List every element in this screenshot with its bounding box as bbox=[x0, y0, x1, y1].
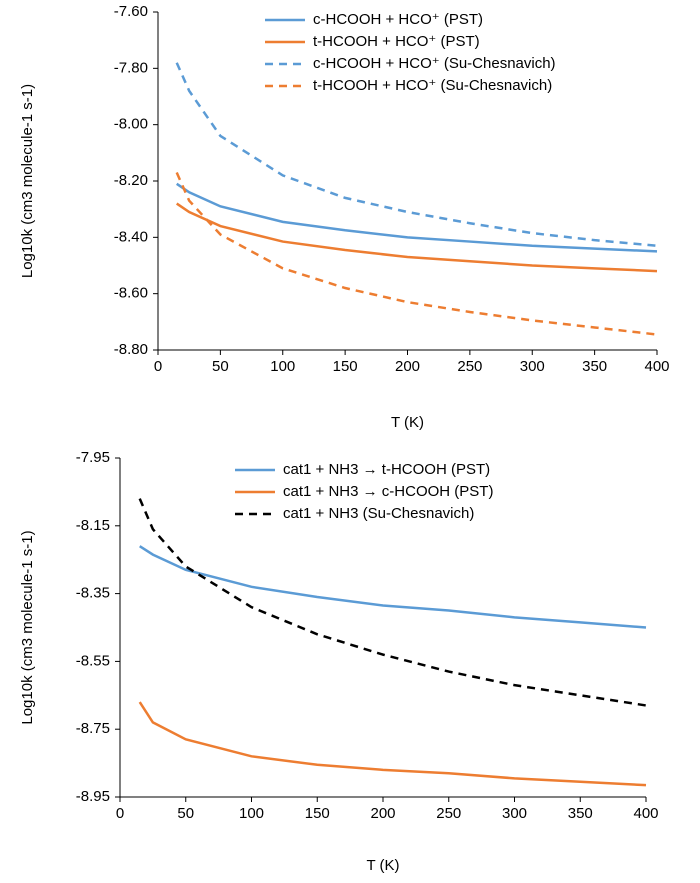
x-tick-label: 400 bbox=[644, 358, 669, 375]
y-tick-label: -8.60 bbox=[114, 285, 148, 302]
x-axis-label: T (K) bbox=[391, 414, 424, 431]
x-tick-label: 50 bbox=[212, 358, 229, 375]
legend-label: cat1 + NH3 (Su-Chesnavich) bbox=[283, 505, 474, 522]
x-tick-label: 50 bbox=[177, 805, 194, 822]
series-line bbox=[175, 172, 658, 336]
x-tick-label: 350 bbox=[582, 358, 607, 375]
x-tick-label: 250 bbox=[457, 358, 482, 375]
y-tick-label: -8.35 bbox=[76, 585, 110, 602]
y-tick-label: -8.20 bbox=[114, 172, 148, 189]
x-tick-label: 150 bbox=[333, 358, 358, 375]
legend-label: cat1 + NH3 → t-HCOOH (PST) bbox=[283, 461, 490, 478]
y-axis-label: Log10k (cm3 molecule-1 s-1) bbox=[19, 84, 36, 278]
y-tick-label: -8.55 bbox=[76, 652, 110, 669]
x-tick-label: 100 bbox=[270, 358, 295, 375]
y-tick-label: -7.95 bbox=[76, 449, 110, 466]
x-axis-label: T (K) bbox=[366, 857, 399, 874]
x-tick-label: 350 bbox=[568, 805, 593, 822]
x-tick-label: 0 bbox=[116, 805, 124, 822]
series-line bbox=[175, 62, 658, 248]
series-line bbox=[138, 701, 647, 787]
y-tick-label: -8.15 bbox=[76, 517, 110, 534]
x-tick-label: 300 bbox=[502, 805, 527, 822]
x-tick-label: 100 bbox=[239, 805, 264, 822]
y-tick-label: -8.95 bbox=[76, 788, 110, 805]
y-tick-label: -8.75 bbox=[76, 720, 110, 737]
x-tick-label: 250 bbox=[436, 805, 461, 822]
legend-label: t-HCOOH + HCO⁺ (Su-Chesnavich) bbox=[313, 77, 552, 94]
series-line bbox=[139, 545, 647, 629]
x-tick-label: 400 bbox=[633, 805, 658, 822]
y-tick-label: -8.40 bbox=[114, 228, 148, 245]
y-tick-label: -8.80 bbox=[114, 341, 148, 358]
x-tick-label: 300 bbox=[520, 358, 545, 375]
series-line bbox=[176, 202, 658, 273]
x-tick-label: 200 bbox=[395, 358, 420, 375]
legend-label: c-HCOOH + HCO⁺ (Su-Chesnavich) bbox=[313, 55, 556, 72]
series-line bbox=[138, 498, 647, 707]
y-tick-label: -8.00 bbox=[114, 116, 148, 133]
legend-label: t-HCOOH + HCO⁺ (PST) bbox=[313, 33, 480, 50]
series-line bbox=[176, 182, 658, 253]
y-tick-label: -7.80 bbox=[114, 59, 148, 76]
x-tick-label: 150 bbox=[305, 805, 330, 822]
x-tick-label: 0 bbox=[154, 358, 162, 375]
y-axis-label: Log10k (cm3 molecule-1 s-1) bbox=[19, 530, 36, 724]
x-tick-label: 200 bbox=[370, 805, 395, 822]
legend-label: cat1 + NH3 → c-HCOOH (PST) bbox=[283, 483, 493, 500]
legend-label: c-HCOOH + HCO⁺ (PST) bbox=[313, 11, 483, 28]
y-tick-label: -7.60 bbox=[114, 3, 148, 20]
